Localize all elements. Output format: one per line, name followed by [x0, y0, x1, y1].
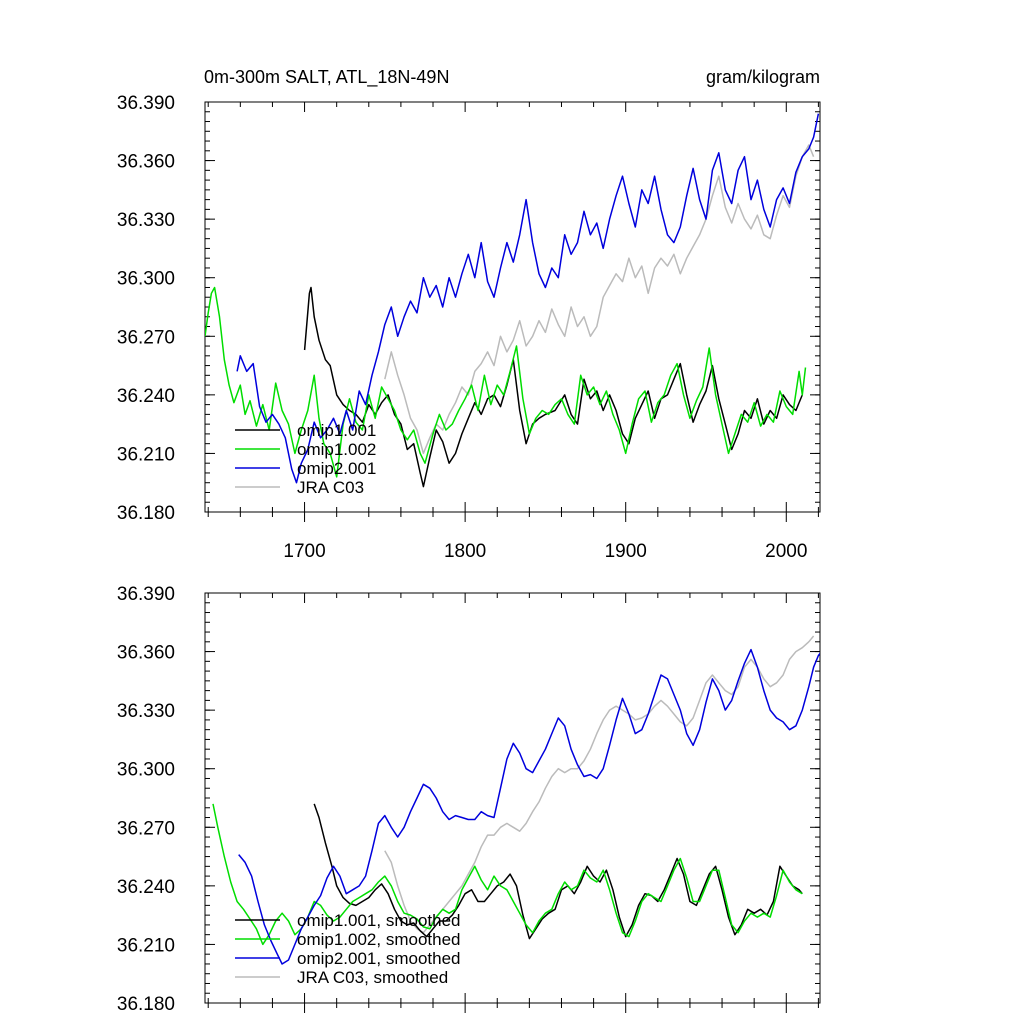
- y-tick-label: 36.330: [117, 701, 175, 722]
- bottom-panel: 36.390 36.360 36.330 36.300 36.270 36.240 36.2…: [117, 584, 821, 1015]
- series-line-omip1-001-smoothed: [313, 803, 803, 940]
- top-panel: 36.390 36.360 36.330 36.300 36.270 36.240 36.2…: [117, 93, 821, 562]
- series-line-omip1-002: [205, 286, 807, 478]
- y-tick-label: 36.390: [117, 93, 175, 114]
- x-tick-label: 1700: [283, 541, 325, 562]
- legend-label: omip1.001, smoothed: [297, 911, 461, 930]
- series-line-omip2-001: [236, 113, 820, 484]
- x-tick-label: 2000: [765, 541, 807, 562]
- legend-label: omip1.002: [297, 440, 376, 459]
- y-tick-label: 36.330: [117, 210, 175, 231]
- y-tick-label: 36.210: [117, 935, 175, 956]
- y-tick-label: 36.210: [117, 444, 175, 465]
- series-line-omip2-001-smoothed: [238, 648, 820, 965]
- series-line-omip1-001: [303, 286, 803, 488]
- y-tick-label: 36.300: [117, 269, 175, 290]
- chart-units: gram/kilogram: [706, 67, 820, 87]
- legend-label: omip2.001, smoothed: [297, 949, 461, 968]
- y-tick-label: 36.270: [117, 327, 175, 348]
- y-tick-label: 36.300: [117, 760, 175, 781]
- y-tick-label: 36.390: [117, 584, 175, 605]
- y-tick-label: 36.180: [117, 503, 175, 524]
- y-tick-label: 36.240: [117, 386, 175, 407]
- legend-label: omip2.001: [297, 459, 376, 478]
- chart-title: 0m-300m SALT, ATL_18N-49N: [204, 67, 449, 88]
- y-tick-label: 36.360: [117, 152, 175, 173]
- legend-label: omip1.002, smoothed: [297, 930, 461, 949]
- series-line-jra-c03: [384, 144, 815, 455]
- y-tick-label: 36.360: [117, 643, 175, 664]
- y-tick-label: 36.180: [117, 994, 175, 1015]
- legend-label: JRA C03, smoothed: [297, 968, 448, 987]
- y-tick-label: 36.240: [117, 877, 175, 898]
- x-tick-label: 1900: [605, 541, 647, 562]
- x-tick-label: 1800: [444, 541, 486, 562]
- legend-label: omip1.001: [297, 421, 376, 440]
- y-tick-label: 36.270: [117, 818, 175, 839]
- legend-label: JRA C03: [297, 478, 364, 497]
- series-line-jra-c03-smoothed: [384, 635, 815, 934]
